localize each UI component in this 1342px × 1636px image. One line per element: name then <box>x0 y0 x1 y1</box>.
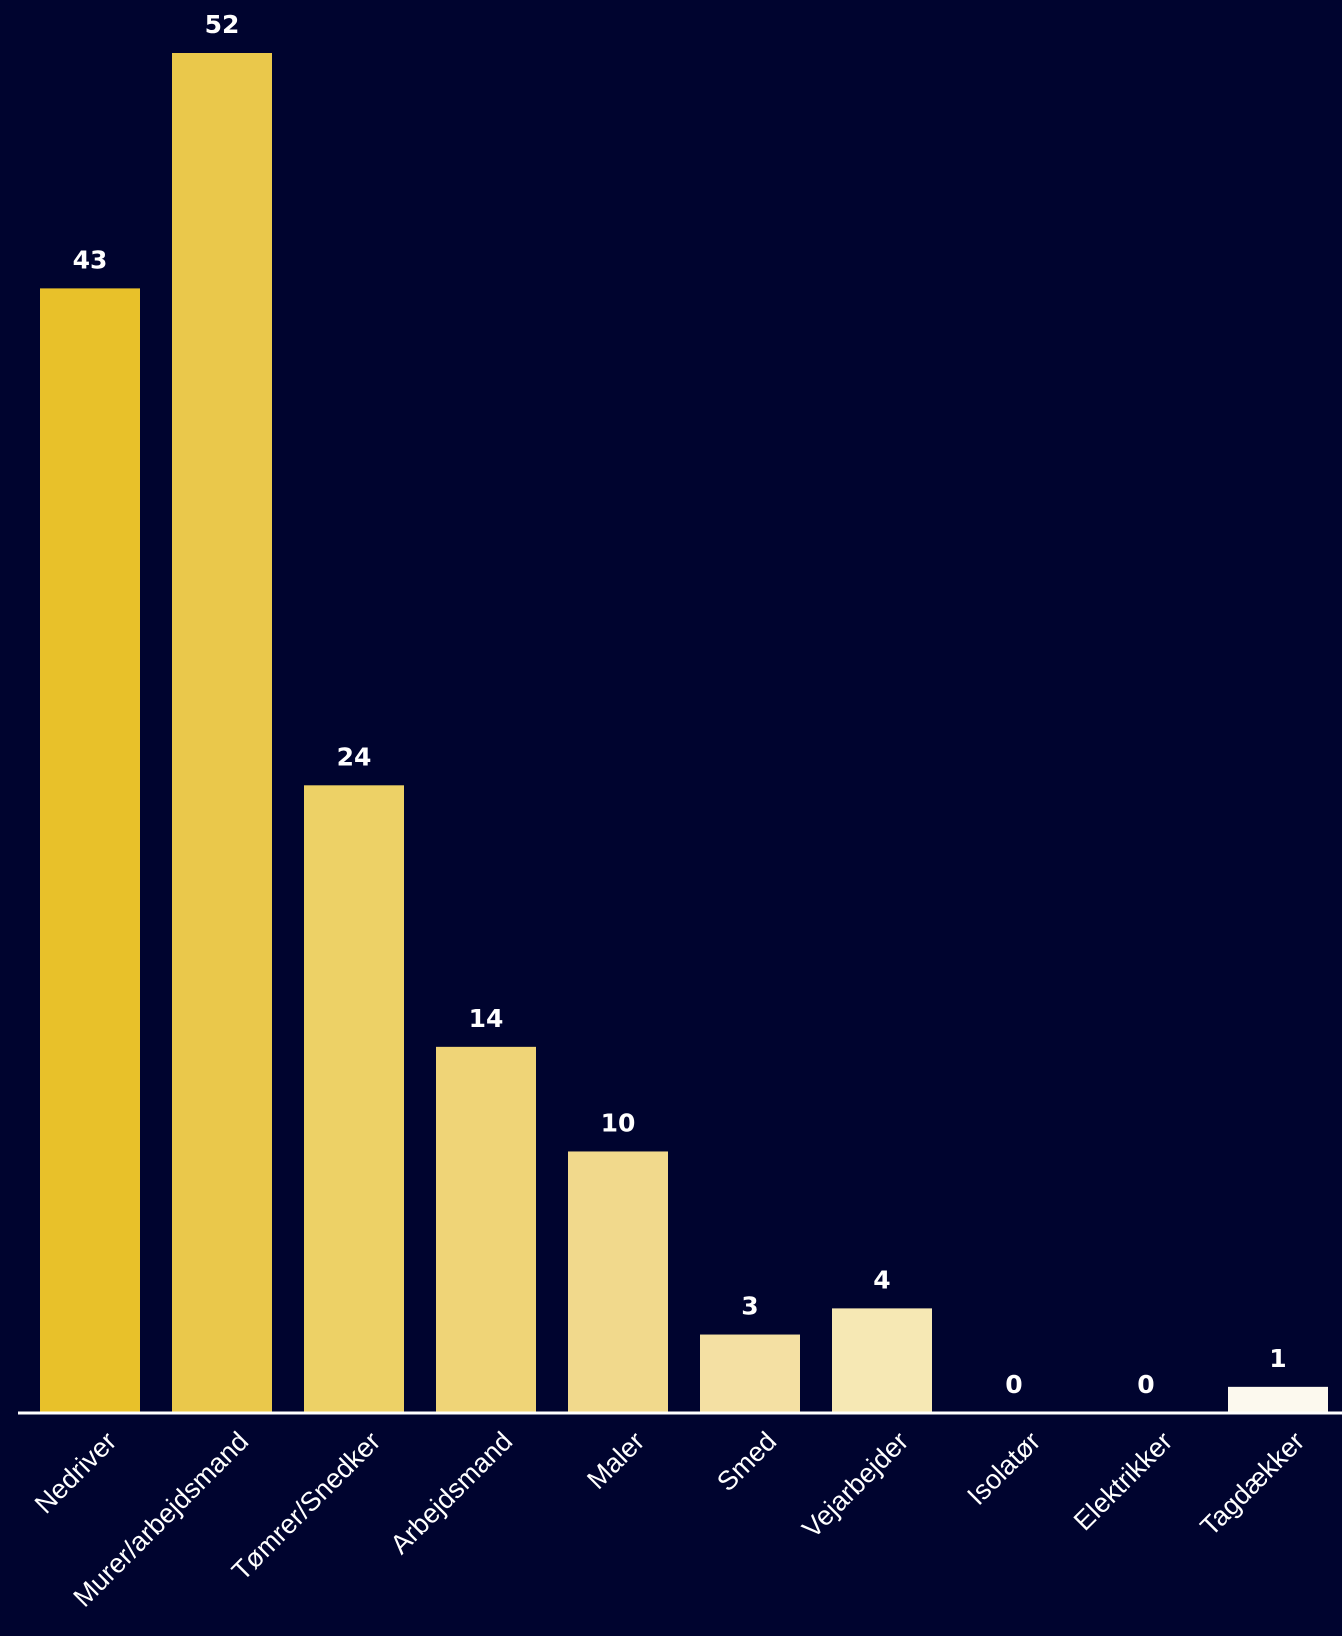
bar <box>304 785 404 1413</box>
category-label: Tagdækker <box>1195 1426 1311 1542</box>
bar-value-label: 10 <box>601 1108 636 1137</box>
category-label: Isolatør <box>961 1426 1046 1511</box>
bar <box>172 53 272 1413</box>
bar <box>40 288 140 1413</box>
bar <box>436 1046 536 1413</box>
bar-value-label: 0 <box>1137 1370 1154 1399</box>
category-label: Maler <box>581 1426 650 1495</box>
bar <box>700 1334 800 1413</box>
value-labels-group: 43 52 24 14 10 3 4 0 0 1 <box>73 10 1287 1399</box>
bar-value-label: 14 <box>469 1004 504 1033</box>
bar-value-label: 0 <box>1005 1370 1022 1399</box>
bar-value-label: 52 <box>205 10 240 39</box>
bar-value-label: 4 <box>873 1265 890 1294</box>
category-label: Arbejdsmand <box>385 1426 519 1560</box>
bar <box>832 1308 932 1413</box>
bar-value-label: 3 <box>741 1292 758 1321</box>
category-label: Vejarbejder <box>796 1426 914 1544</box>
bar <box>568 1151 668 1413</box>
category-label: Elektrikker <box>1068 1426 1178 1536</box>
bar-value-label: 24 <box>337 742 372 771</box>
bar <box>1228 1386 1328 1413</box>
bar-value-label: 1 <box>1269 1344 1286 1373</box>
category-label: Smed <box>711 1426 782 1497</box>
category-labels-group: NedriverMurer/arbejdsmandTømrer/SnedkerA… <box>29 1426 1310 1613</box>
bar-value-label: 43 <box>73 245 108 274</box>
category-label: Nedriver <box>29 1426 122 1519</box>
bars-group <box>40 53 1328 1413</box>
